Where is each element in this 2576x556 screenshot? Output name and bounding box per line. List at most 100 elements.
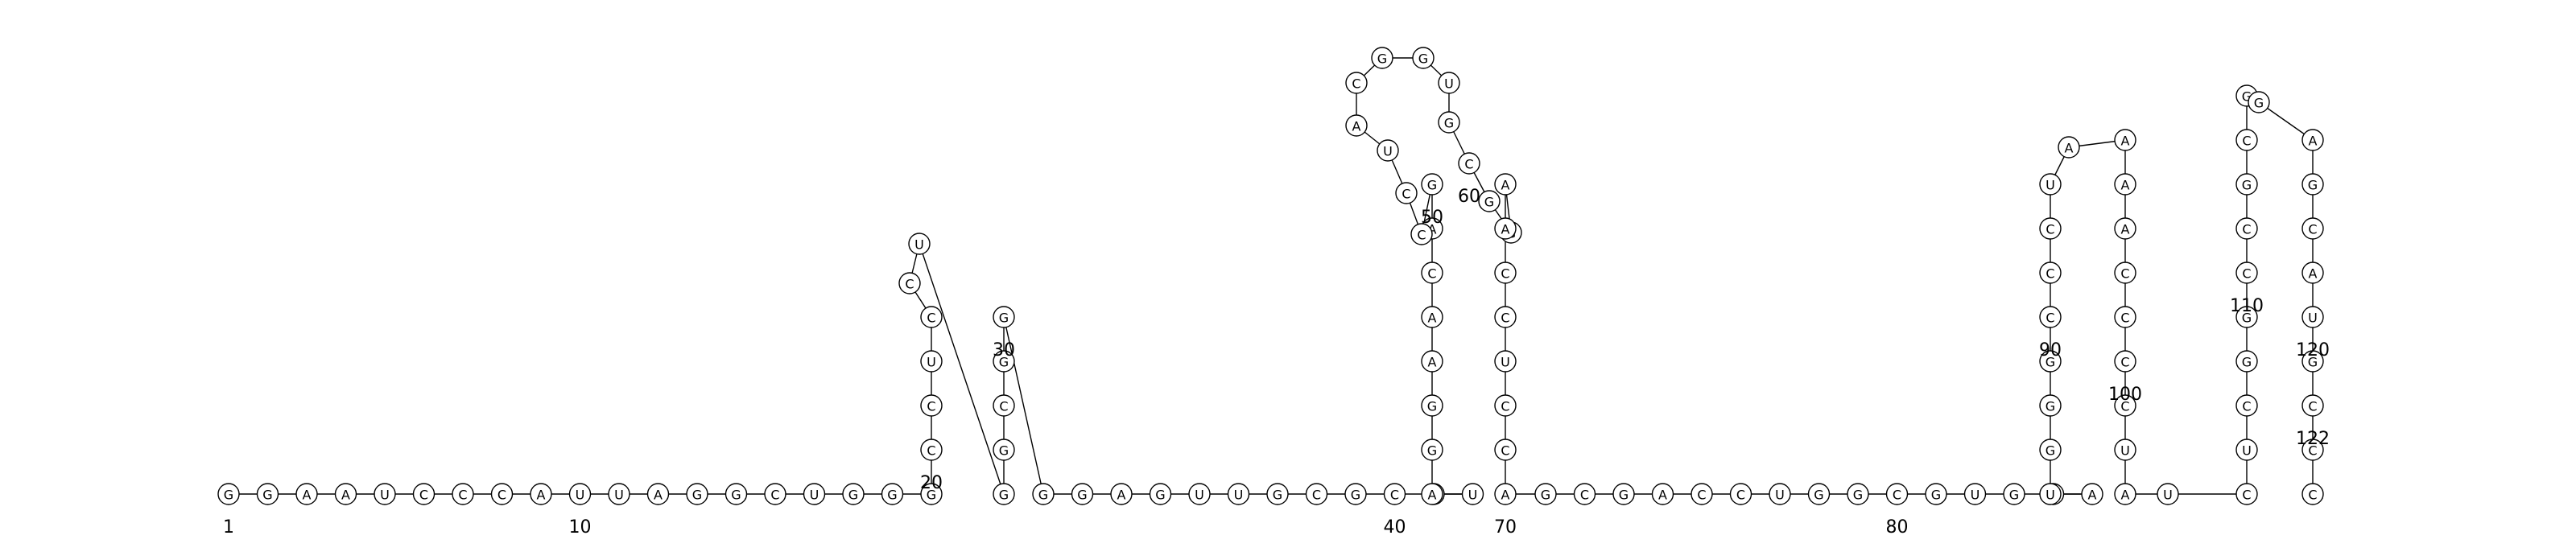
nucleotide-letter: U bbox=[2046, 178, 2055, 193]
nucleotide: G bbox=[842, 483, 865, 505]
nucleotide: U bbox=[1438, 72, 1460, 94]
nucleotide: G bbox=[881, 483, 904, 505]
nucleotide-letter: A bbox=[537, 488, 546, 503]
nucleotide-letter: A bbox=[2088, 488, 2097, 503]
nucleotide: C bbox=[2235, 262, 2258, 284]
nucleotide: G bbox=[724, 483, 748, 505]
nucleotide: C bbox=[1421, 262, 1443, 284]
nucleotide: G bbox=[2301, 173, 2324, 196]
nucleotide-letter: G bbox=[2254, 96, 2264, 111]
nucleotide: A bbox=[1494, 483, 1517, 505]
nucleotide: G bbox=[1612, 483, 1635, 505]
nucleotide: A bbox=[2114, 217, 2136, 240]
nucleotide-letter: G bbox=[1418, 51, 1428, 67]
nucleotide-letter: U bbox=[380, 488, 390, 503]
nucleotide-letter: C bbox=[1893, 488, 1901, 503]
nucleotide: C bbox=[1494, 439, 1517, 461]
nucleotide: C bbox=[2235, 129, 2258, 151]
nucleotide-letter: C bbox=[458, 488, 467, 503]
nucleotide-letter: U bbox=[2120, 443, 2130, 459]
nucleotide: C bbox=[920, 394, 943, 417]
nucleotide: C bbox=[1395, 182, 1418, 204]
nucleotide-letter: G bbox=[1484, 195, 1494, 210]
nucleotide-letter: U bbox=[1971, 488, 1980, 503]
nucleotide-letter: C bbox=[419, 488, 428, 503]
nucleotide-letter: C bbox=[2120, 311, 2129, 326]
nucleotide-letter: U bbox=[1195, 488, 1204, 503]
backbone-layer bbox=[229, 57, 2314, 495]
nucleotide: C bbox=[2235, 394, 2258, 417]
nucleotide-letter: U bbox=[914, 237, 924, 253]
nucleotide-letter: U bbox=[1468, 488, 1478, 503]
nucleotide-letter: C bbox=[1464, 157, 1473, 172]
nucleotide: C bbox=[2114, 306, 2136, 328]
nucleotide: C bbox=[1494, 306, 1517, 328]
nucleotide-letter: A bbox=[2065, 141, 2074, 156]
nucleotide: G bbox=[1534, 483, 1557, 505]
nucleotide: G bbox=[1478, 190, 1501, 212]
nucleotide: C bbox=[1458, 152, 1480, 175]
nucleotide-letter: C bbox=[770, 488, 779, 503]
nucleotide-letter: C bbox=[1501, 399, 1509, 414]
nucleotide-letter: G bbox=[692, 488, 702, 503]
nucleotide: C bbox=[2114, 350, 2136, 373]
nucleotide-letter: G bbox=[1444, 116, 1454, 131]
nucleotide-letter: G bbox=[2308, 355, 2318, 370]
nucleotide: C bbox=[1729, 483, 1752, 505]
nucleotide: G bbox=[1421, 173, 1443, 196]
nucleotide: C bbox=[764, 483, 786, 505]
nucleotide-letter: U bbox=[614, 488, 624, 503]
nucleotide-letter: C bbox=[2046, 222, 2054, 237]
nucleotide-letter: U bbox=[2242, 443, 2252, 459]
nucleotide-letter: C bbox=[2242, 266, 2251, 282]
nucleotide-letter: A bbox=[2121, 134, 2130, 149]
nucleotide-letter: G bbox=[2308, 178, 2318, 193]
nucleotide-letter: U bbox=[1444, 76, 1454, 92]
nucleotide-letter: U bbox=[1501, 355, 1510, 370]
nucleotide-letter: G bbox=[731, 488, 741, 503]
nucleotide-letter: C bbox=[2308, 443, 2317, 459]
nucleotide: U bbox=[2039, 483, 2062, 505]
nucleotide: A bbox=[1345, 114, 1368, 137]
position-label: 110 bbox=[2230, 296, 2264, 316]
backbone-link bbox=[919, 243, 1005, 495]
nucleotide-letter: G bbox=[2046, 399, 2055, 414]
nucleotide-letter: G bbox=[1853, 488, 1863, 503]
nucleotide: U bbox=[803, 483, 826, 505]
nucleotide-letter: C bbox=[2120, 355, 2129, 370]
nucleotide: G bbox=[1925, 483, 1947, 505]
nucleotide: C bbox=[1345, 72, 1368, 94]
nucleotide: U bbox=[1377, 139, 1399, 162]
nucleotide: G bbox=[217, 483, 240, 505]
nucleotide: C bbox=[1573, 483, 1596, 505]
nucleotide: U bbox=[1227, 483, 1250, 505]
nucleotide: C bbox=[1494, 394, 1517, 417]
nucleotide-letter: C bbox=[2242, 399, 2251, 414]
position-label: 80 bbox=[1886, 517, 1909, 537]
nucleotide-letter: G bbox=[999, 355, 1009, 370]
nucleotide: U bbox=[374, 483, 396, 505]
nucleotide-letter: G bbox=[999, 488, 1009, 503]
nucleotide: G bbox=[993, 350, 1015, 373]
nucleotide: G bbox=[2235, 350, 2258, 373]
nucleotide-letter: C bbox=[2120, 266, 2129, 282]
nucleotide-letter: C bbox=[905, 277, 914, 292]
nucleotide: G bbox=[1032, 483, 1055, 505]
nucleotide: C bbox=[2301, 439, 2324, 461]
nucleotide: A bbox=[1110, 483, 1133, 505]
nucleotide-letter: G bbox=[1377, 51, 1387, 67]
nucleotide-letter: U bbox=[2046, 488, 2055, 503]
nucleotide-letter: G bbox=[1351, 488, 1360, 503]
nucleotide-letter: G bbox=[1273, 488, 1282, 503]
nucleotide-letter: A bbox=[2309, 266, 2318, 282]
nucleotide-letter: A bbox=[2121, 222, 2130, 237]
nucleotide-letter: A bbox=[1428, 222, 1437, 237]
nucleotide-letter: G bbox=[2046, 355, 2055, 370]
nucleotide-letter: G bbox=[1427, 178, 1437, 193]
position-label: 100 bbox=[2108, 385, 2142, 405]
nucleotide: C bbox=[993, 394, 1015, 417]
nucleotide-letter: G bbox=[1427, 399, 1437, 414]
nucleotide: G bbox=[993, 439, 1015, 461]
